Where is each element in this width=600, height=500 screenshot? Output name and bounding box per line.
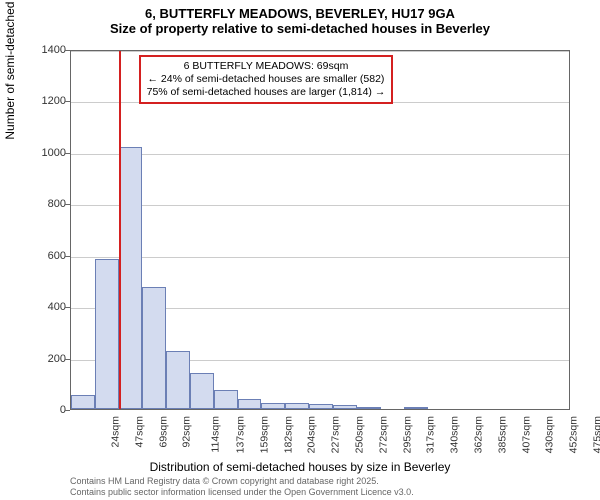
- y-tick-label: 400: [26, 301, 66, 313]
- x-tick-label: 407sqm: [520, 416, 532, 453]
- x-tick-label: 317sqm: [425, 416, 437, 453]
- bar: [261, 403, 285, 409]
- annotation-box: 6 BUTTERFLY MEADOWS: 69sqm ← 24% of semi…: [139, 55, 394, 104]
- x-tick-label: 227sqm: [330, 416, 342, 453]
- bar: [404, 407, 428, 409]
- annotation-line2: ← 24% of semi-detached houses are smalle…: [147, 73, 386, 86]
- x-tick-label: 182sqm: [282, 416, 294, 453]
- x-tick-label: 475sqm: [591, 416, 600, 453]
- bar: [357, 407, 381, 409]
- x-tick-label: 295sqm: [401, 416, 413, 453]
- x-axis-label: Distribution of semi-detached houses by …: [0, 460, 600, 474]
- y-tick-label: 600: [26, 250, 66, 262]
- x-tick-label: 137sqm: [234, 416, 246, 453]
- title-line1: 6, BUTTERFLY MEADOWS, BEVERLEY, HU17 9GA: [0, 6, 600, 21]
- y-axis-label: Number of semi-detached properties: [3, 0, 17, 140]
- x-tick-label: 92sqm: [181, 416, 193, 448]
- chart-title: 6, BUTTERFLY MEADOWS, BEVERLEY, HU17 9GA…: [0, 0, 600, 36]
- y-tick-label: 800: [26, 198, 66, 210]
- bar: [95, 259, 119, 409]
- x-tick-label: 272sqm: [377, 416, 389, 453]
- y-tick-label: 200: [26, 353, 66, 365]
- y-tick-label: 1000: [26, 147, 66, 159]
- annotation-line3: 75% of semi-detached houses are larger (…: [147, 86, 386, 99]
- x-tick-label: 204sqm: [306, 416, 318, 453]
- bar: [166, 351, 190, 409]
- footer: Contains HM Land Registry data © Crown c…: [70, 476, 414, 498]
- x-tick-label: 362sqm: [472, 416, 484, 453]
- footer-line2: Contains public sector information licen…: [70, 487, 414, 498]
- bar: [119, 147, 143, 409]
- chart-container: 6, BUTTERFLY MEADOWS, BEVERLEY, HU17 9GA…: [0, 0, 600, 500]
- x-tick-label: 159sqm: [258, 416, 270, 453]
- bar: [71, 395, 95, 409]
- x-tick-label: 385sqm: [496, 416, 508, 453]
- y-tick-label: 1200: [26, 95, 66, 107]
- bar: [238, 399, 262, 409]
- x-tick-label: 24sqm: [109, 416, 121, 448]
- bar: [333, 405, 357, 409]
- bar: [142, 287, 166, 409]
- x-tick-label: 430sqm: [544, 416, 556, 453]
- annotation-line1: 6 BUTTERFLY MEADOWS: 69sqm: [147, 60, 386, 73]
- x-tick-label: 69sqm: [157, 416, 169, 448]
- title-line2: Size of property relative to semi-detach…: [0, 21, 600, 36]
- y-tick-label: 0: [26, 404, 66, 416]
- bar: [309, 404, 333, 409]
- x-tick-label: 114sqm: [210, 416, 222, 453]
- bar: [190, 373, 214, 409]
- x-tick-label: 340sqm: [449, 416, 461, 453]
- x-tick-label: 452sqm: [568, 416, 580, 453]
- x-tick-label: 250sqm: [353, 416, 365, 453]
- bar: [214, 390, 238, 409]
- x-tick-label: 47sqm: [133, 416, 145, 448]
- plot-area: 6 BUTTERFLY MEADOWS: 69sqm ← 24% of semi…: [70, 50, 570, 410]
- bar: [285, 403, 309, 409]
- y-tick-label: 1400: [26, 44, 66, 56]
- footer-line1: Contains HM Land Registry data © Crown c…: [70, 476, 414, 487]
